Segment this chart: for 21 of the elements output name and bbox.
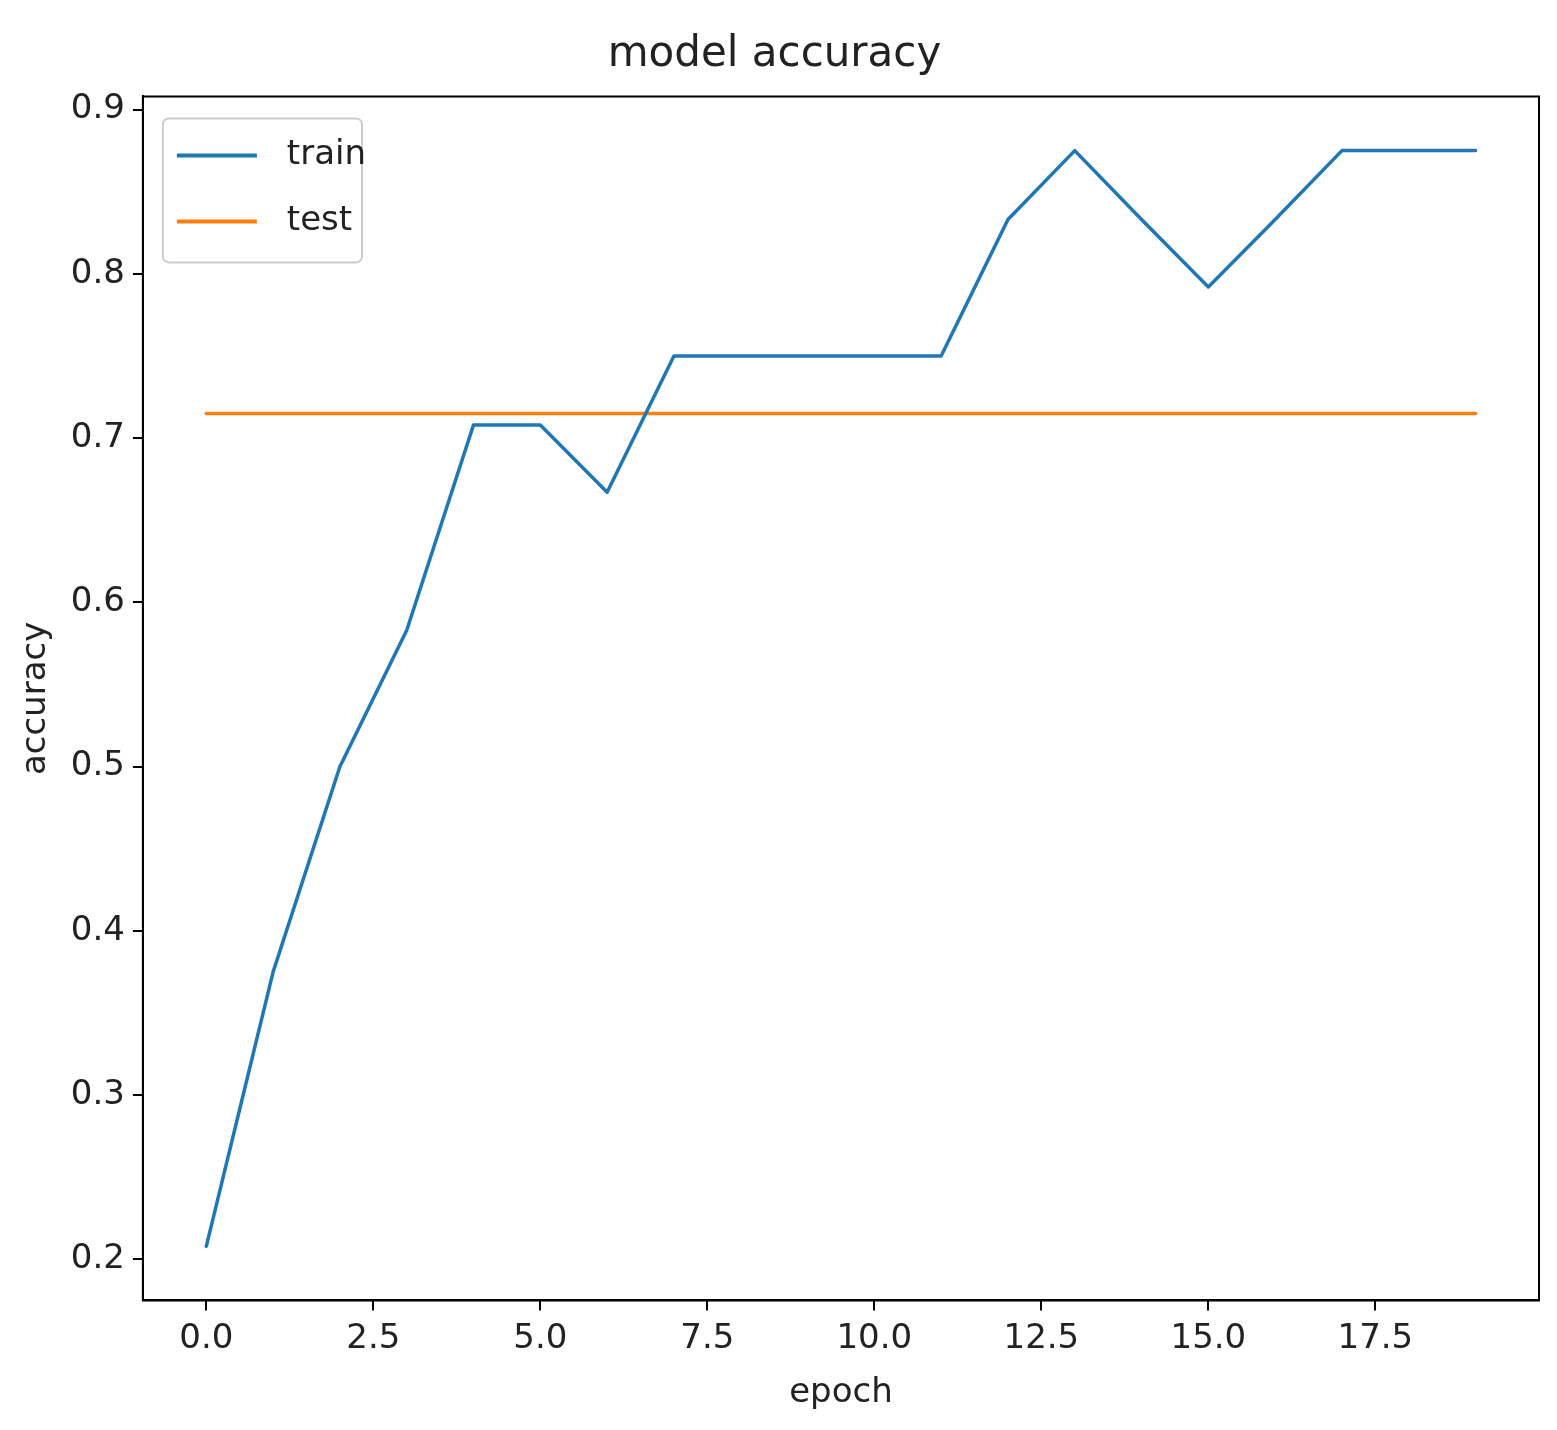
y-tick-label: 0.2: [70, 1236, 125, 1277]
x-tick-label: 17.5: [1337, 1315, 1414, 1356]
x-tick-label: 12.5: [1003, 1315, 1080, 1356]
y-tick-label: 0.9: [70, 86, 125, 127]
y-tick-label: 0.7: [70, 414, 125, 455]
y-tick-label: 0.5: [70, 743, 125, 784]
x-tick-label: 15.0: [1170, 1315, 1247, 1356]
legend-label: train: [286, 132, 367, 173]
x-tick-label: 2.5: [346, 1315, 401, 1356]
legend-label: test: [286, 198, 353, 239]
y-axis-title: accuracy: [13, 621, 54, 776]
y-tick-label: 0.6: [70, 579, 125, 620]
y-tick-label: 0.4: [70, 907, 125, 948]
x-tick-label: 0.0: [179, 1315, 234, 1356]
y-tick-label: 0.8: [70, 250, 125, 291]
x-tick-label: 10.0: [836, 1315, 913, 1356]
x-tick-label: 5.0: [513, 1315, 568, 1356]
y-tick-label: 0.3: [70, 1071, 125, 1112]
chart-title: model accuracy: [607, 27, 942, 77]
x-axis-title: epoch: [789, 1370, 893, 1411]
x-tick-label: 7.5: [680, 1315, 735, 1356]
